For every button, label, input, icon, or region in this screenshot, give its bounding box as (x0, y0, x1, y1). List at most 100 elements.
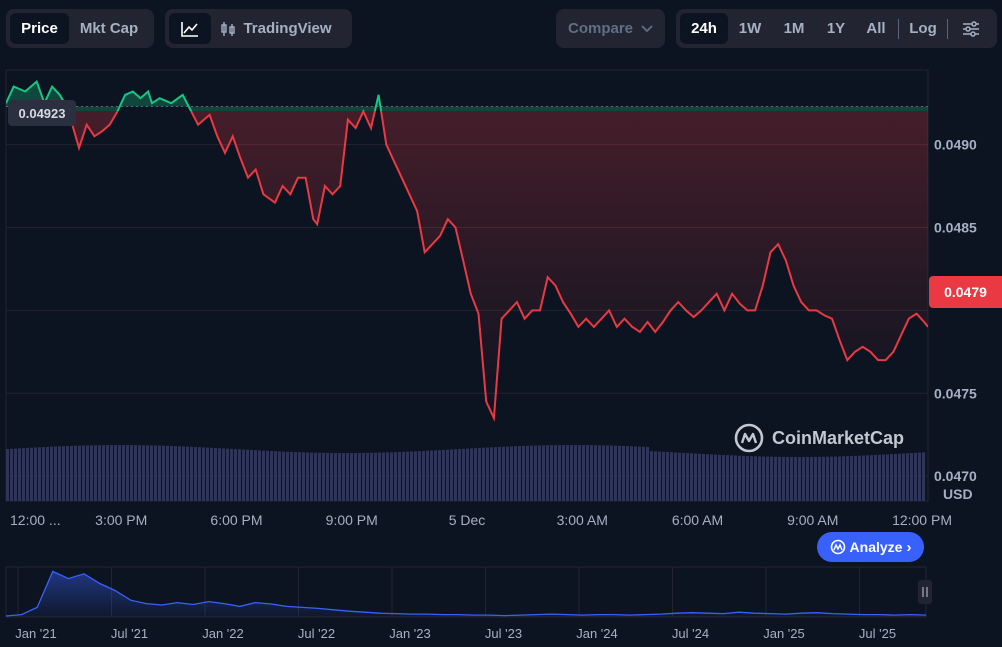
analyze-label: Analyze (849, 539, 903, 555)
tab-mkt-cap[interactable]: Mkt Cap (79, 20, 139, 37)
volume-bar (310, 452, 313, 501)
x-tick-label: 12:00 PM (892, 512, 952, 528)
volume-bar (194, 446, 197, 501)
volume-bar (534, 445, 537, 501)
analyze-button[interactable]: Analyze › (817, 532, 924, 562)
volume-bar (642, 446, 645, 501)
volume-bar (638, 446, 641, 501)
volume-bar (162, 445, 165, 501)
volume-bar (774, 456, 777, 501)
price-line-up (6, 79, 383, 111)
volume-bar (10, 448, 13, 501)
volume-bar (506, 446, 509, 501)
volume-bar (690, 453, 693, 501)
volume-bar (66, 446, 69, 501)
volume-bar (122, 445, 125, 501)
volume-bar (418, 451, 421, 501)
chart-settings-button[interactable] (950, 13, 992, 44)
volume-bar (314, 452, 317, 501)
chevron-right-icon: › (906, 538, 912, 556)
volume-bar (574, 445, 577, 501)
volume-bar (922, 452, 925, 501)
tab-price[interactable]: Price (10, 13, 69, 44)
chart-type-toggle: TradingView (165, 9, 352, 48)
price-line-down (67, 111, 928, 422)
volume-bar (806, 456, 809, 501)
navigator-tick-label: Jan '25 (763, 626, 805, 641)
volume-bar (238, 449, 241, 501)
volume-bar (210, 447, 213, 501)
volume-bar (554, 445, 557, 501)
range-24h[interactable]: 24h (680, 13, 728, 44)
volume-bar (462, 448, 465, 501)
volume-bar (374, 452, 377, 501)
volume-bar (870, 455, 873, 501)
volume-bar (902, 453, 905, 501)
coinmarketcap-watermark: CoinMarketCap (734, 423, 904, 453)
volume-bar (294, 452, 297, 501)
volume-bar (446, 449, 449, 501)
volume-bar (270, 451, 273, 501)
range-all[interactable]: All (866, 20, 886, 37)
volume-bar (42, 447, 45, 501)
volume-bar (366, 452, 369, 501)
volume-bar (258, 450, 261, 501)
log-scale-button[interactable]: Log (909, 20, 937, 37)
volume-bar (346, 452, 349, 501)
volume-bar (550, 445, 553, 501)
volume-bar (330, 452, 333, 501)
navigator-tick-label: Jul '23 (485, 626, 522, 641)
tradingview-button[interactable]: TradingView (211, 13, 341, 44)
x-tick-label: 3:00 AM (557, 512, 608, 528)
volume-bar (338, 452, 341, 501)
volume-bar (182, 446, 185, 501)
volume-bar (286, 451, 289, 501)
compare-dropdown[interactable]: Compare (556, 9, 665, 48)
volume-bar (458, 449, 461, 501)
volume-bar (78, 445, 81, 501)
volume-bar (466, 448, 469, 501)
volume-bar (98, 445, 101, 501)
volume-bar (522, 445, 525, 501)
volume-bar (670, 452, 673, 501)
volume-bar (298, 452, 301, 501)
volume-bar (674, 452, 677, 501)
range-1w[interactable]: 1W (738, 20, 762, 37)
range-1m[interactable]: 1M (783, 20, 805, 37)
volume-bar (486, 447, 489, 501)
navigator-handle[interactable] (918, 580, 932, 604)
volume-bar (630, 446, 633, 501)
volume-bar (546, 445, 549, 501)
volume-bar (130, 445, 133, 501)
x-axis: 12:00 ... 3:00 PM 6:00 PM 9:00 PM 5 Dec 3:00 … (10, 512, 952, 528)
volume-bar (282, 451, 285, 501)
range-1y[interactable]: 1Y (826, 20, 846, 37)
volume-bar (570, 445, 573, 501)
current-price-badge: 0.0479 (929, 276, 1002, 308)
divider (898, 18, 899, 39)
volume-bar (6, 449, 9, 501)
volume-bar (482, 447, 485, 501)
x-tick-label: 9:00 AM (787, 512, 838, 528)
volume-bar (758, 456, 761, 501)
volume-bar (518, 446, 521, 501)
line-chart-button[interactable] (169, 13, 211, 44)
volume-bar (154, 445, 157, 501)
volume-bar (850, 455, 853, 501)
volume-bar (138, 445, 141, 501)
volume-bar (890, 454, 893, 501)
volume-bar (114, 445, 117, 501)
volume-bar (390, 452, 393, 501)
range-navigator[interactable]: Jan '21 Jul '21 Jan '22 Jul '22 Jan '23 Jul '… (5, 566, 932, 641)
volume-bar (38, 447, 41, 501)
analyze-icon (830, 539, 845, 555)
volume-bar (306, 452, 309, 501)
volume-bar (626, 446, 629, 501)
volume-bar (662, 451, 665, 501)
volume-bar (174, 446, 177, 501)
volume-bar (714, 454, 717, 501)
volume-bar (322, 452, 325, 501)
volume-bar (302, 452, 305, 501)
volume-bar (18, 448, 21, 501)
volume-bar (718, 454, 721, 501)
